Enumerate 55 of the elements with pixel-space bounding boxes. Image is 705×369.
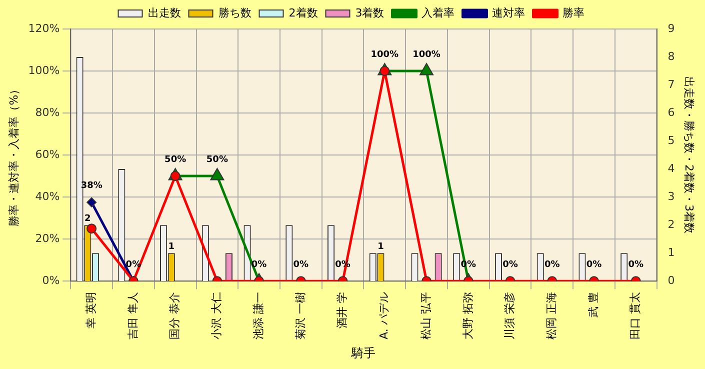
x-tick-label: 幸 英明 [84,292,98,329]
x-tick-label: 菊沢 一樹 [294,292,307,340]
x-tick-label: 小沢 大仁 [210,292,224,340]
data-label: 1 [168,242,175,252]
legend-label: 3着数 [355,6,384,20]
y-tick-label: 0% [42,274,60,287]
y-tick-label: 40% [35,190,60,203]
y-tick-label: 20% [35,232,60,245]
y2-tick-label: 6 [668,106,675,119]
legend-label: 2着数 [288,6,318,20]
data-label: 50% [164,154,186,165]
legend-label: 入着率 [422,6,455,20]
y2-tick-label: 3 [668,190,675,203]
y2-tick-label: 4 [668,162,675,175]
y2-tick-label: 7 [668,78,675,91]
data-label: 0% [293,260,309,270]
y2-tick-label: 2 [668,218,675,231]
y2-tick-label: 5 [668,134,675,147]
data-label: 0% [586,260,602,270]
y2-axis-title: 出走数・勝ち数・2着数・3着数 [682,76,696,234]
legend-label: 勝率 [562,6,585,20]
point [420,63,434,76]
y2-tick-label: 8 [668,50,675,63]
y-tick-label: 80% [35,106,60,119]
x-tick-label: 田口 貫太 [628,292,642,340]
y-tick-label: 120% [28,22,60,35]
x-tick-label: 酒井 学 [336,292,349,329]
x-tick-label: 川須 栄彦 [503,292,516,340]
x-tick-label: 松山 弘平 [419,292,432,340]
x-tick-label: 武 豊 [586,292,600,318]
data-label: 100% [370,50,399,60]
x-tick-label: 松岡 正海 [544,292,558,340]
x-tick-label: 池添 謙一 [252,292,265,340]
legend-label: 出走数 [148,6,181,20]
legend-label: 連対率 [492,6,526,20]
data-label: 0% [502,260,518,270]
y-axis-title: 勝率・連対率・入着率（%） [7,84,20,226]
data-label: 50% [206,154,228,165]
x-tick-label: A. パデル [378,292,391,340]
x-tick-label: 大野 拓弥 [461,292,474,340]
y2-tick-label: 1 [668,246,675,259]
y-tick-label: 100% [28,64,60,77]
data-label: 100% [412,50,440,60]
data-label: 0% [544,260,560,270]
data-label: 0% [628,260,644,270]
data-label: 1 [378,242,384,252]
x-axis-title: 騎手 [350,346,376,360]
point [210,168,224,180]
legend-label: 勝ち数 [218,6,252,20]
x-tick-label: 国分 恭介 [168,292,182,340]
data-label: 2 [84,214,91,224]
y2-tick-label: 9 [668,22,675,35]
y-tick-label: 60% [35,148,60,161]
y2-tick-label: 0 [668,274,675,287]
x-tick-label: 吉田 隼人 [126,292,140,340]
